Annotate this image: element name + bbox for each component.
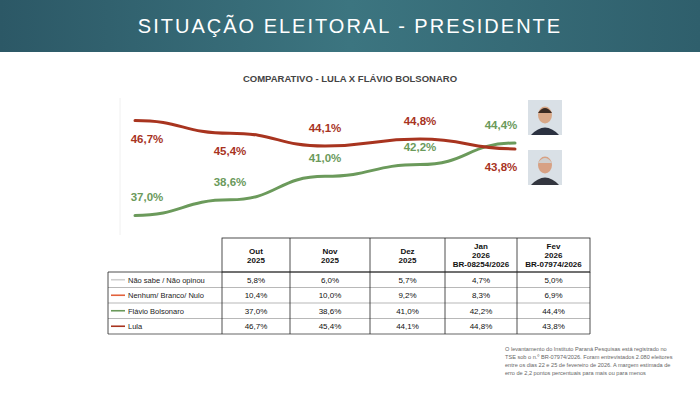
column-header: Nov2025 [321,247,339,265]
table-border [370,272,371,334]
table-cell: 9,2% [398,291,416,300]
column-header-line: Out [249,247,263,256]
column-header-line: 2026 [545,251,563,260]
table-border [108,272,109,334]
table-cell: 38,6% [319,307,342,316]
chart-title: COMPARATIVO - LULA X FLÁVIO BOLSONARO [243,73,457,84]
row-label: Não sabe / Não opinou [128,276,205,285]
column-header-line: Dez [400,247,414,256]
header-title: SITUAÇÃO ELEITORAL - PRESIDENTE [138,14,562,37]
candidate-photo [528,100,562,135]
footnote: entre os dias 22 e 25 de fevereiro de 20… [505,362,670,368]
photo-body [531,128,559,136]
table-cell: 44,4% [542,307,565,316]
row-legend-line [111,294,125,296]
table-border [445,272,446,334]
data-label: 38,6% [214,176,247,188]
header-band [0,0,700,52]
column-header-line: 2025 [247,256,265,265]
column-header-line: Nov [322,247,338,256]
table: Out2025Nov2025Dez2025Jan2026BR-08254/202… [108,238,590,334]
data-label: 43,8% [485,161,518,173]
table-cell: 37,0% [245,307,268,316]
table-cell: 4,7% [472,276,490,285]
photo-hair [538,108,552,113]
table-cell: 5,0% [544,276,562,285]
table-rule [108,318,590,319]
table-cell: 10,4% [245,291,268,300]
column-header-line: Fev [547,242,561,251]
table-cell: 5,8% [247,276,265,285]
data-label: 41,0% [309,152,342,164]
registration: BR-07974/2026 [525,260,582,269]
table-cell: 46,7% [245,322,268,331]
table-border [108,272,590,273]
table-border [445,238,446,272]
data-label: 44,8% [404,115,437,127]
table-cell: 43,8% [542,322,565,331]
table-border [590,272,591,334]
table-cell: 44,1% [396,322,419,331]
column-header-line: 2025 [399,256,417,265]
data-label: 45,4% [214,145,247,157]
table-cell: 44,8% [470,322,493,331]
column-header: Out2025 [247,247,265,265]
data-label: 46,7% [131,133,164,145]
column-header: Fev2026 [545,242,563,260]
row-legend-line [111,310,125,312]
column-header: Jan2026 [472,242,490,260]
photo-body [531,178,559,186]
photo-hair [538,158,552,163]
candidate-photo [528,150,562,185]
table-border [517,238,518,272]
table-cell: 5,7% [398,276,416,285]
table-border [290,238,291,272]
row-label: Lula [128,322,143,331]
row-legend-line [111,279,125,281]
registration: BR-08254/2026 [453,260,510,269]
series-line [135,143,515,215]
table-cell: 6,9% [544,291,562,300]
row-label: Nenhum/ Branco/ Nulo [128,291,204,300]
footnote: erro de 2,2 pontos percentuais para mais… [505,370,646,376]
table-cell: 42,2% [470,307,493,316]
photo-head [538,157,552,174]
table-border [222,272,223,334]
footnote: TSE sob o n.º BR-07974/2026. Foram entre… [505,354,673,360]
column-header-line: 2026 [472,251,490,260]
table-cell: 10,0% [319,291,342,300]
y-range-line [120,98,121,235]
table-cell: 41,0% [396,307,419,316]
page: SITUAÇÃO ELEITORAL - PRESIDENTE COMPARATI… [0,0,700,393]
table-border [290,272,291,334]
data-label: 44,1% [309,122,342,134]
table-cell: 45,4% [319,322,342,331]
column-header: Dez2025 [399,247,417,265]
table-header [222,238,590,272]
row-legend-line [111,325,125,327]
photo-head [538,107,552,124]
photo-bg [528,100,562,135]
table-rule [108,303,590,304]
table-border [370,238,371,272]
data-label: 42,2% [404,141,437,153]
footnote: O levantamento do Instituto Paraná Pesqu… [505,346,667,352]
table-border [517,272,518,334]
series-line [135,121,515,149]
column-header-line: Jan [474,242,488,251]
plot-area [135,121,515,216]
table-cell: 6,0% [321,276,339,285]
column-header-line: 2025 [321,256,339,265]
table-cell: 8,3% [472,291,490,300]
data-label: 44,4% [485,119,518,131]
table-rule [108,334,590,335]
photo-bg [528,150,562,185]
table-rule [108,287,590,288]
row-label: Flávio Bolsonaro [128,307,184,316]
data-label: 37,0% [131,191,164,203]
